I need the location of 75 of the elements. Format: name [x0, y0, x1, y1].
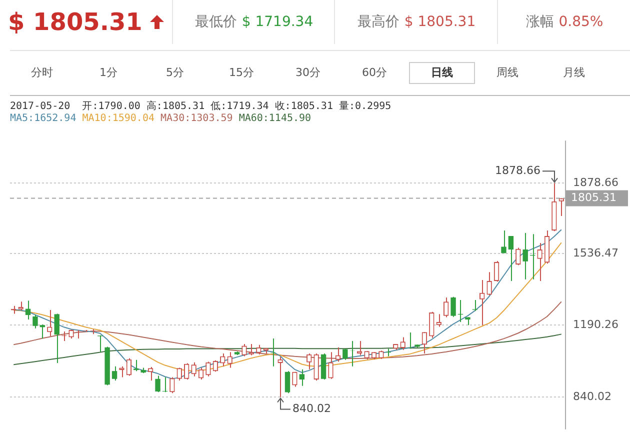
- candlestick: [278, 356, 283, 398]
- candlestick: [47, 310, 52, 337]
- chart-title: $ 1805.31: [8, 8, 142, 36]
- text: 涨幅: [526, 13, 554, 31]
- candlestick: [516, 247, 521, 266]
- candlestick: [126, 358, 132, 376]
- candlestick: [256, 344, 262, 355]
- text: MA5:1652.94: [10, 113, 78, 124]
- candlestick: [270, 338, 276, 367]
- y-tick-label: 840.02: [573, 390, 612, 404]
- annotation: 840.02: [292, 402, 331, 416]
- candlestick: [480, 279, 485, 326]
- candlestick: [299, 368, 305, 386]
- y-tick-label: 1878.66: [573, 176, 618, 189]
- candlestick: [242, 344, 247, 357]
- candlestick: [284, 370, 290, 394]
- text: 5分: [165, 65, 185, 81]
- text: 月线: [562, 65, 586, 81]
- candlestick: [112, 366, 118, 382]
- candlestick: [227, 352, 232, 368]
- candlestick: [335, 346, 341, 362]
- candlestick: [508, 236, 514, 282]
- candlestick: [220, 353, 226, 367]
- text: 最高价: [357, 13, 400, 31]
- candlestick: [148, 366, 154, 382]
- text: 0.85%: [558, 14, 604, 30]
- text: 30分: [294, 65, 322, 81]
- annotation: 1878.66: [495, 164, 540, 177]
- candlestick: [443, 296, 449, 318]
- text: 60分: [361, 65, 388, 81]
- candlestick: [429, 311, 434, 338]
- candlestick: [25, 300, 31, 320]
- candlestick: [40, 324, 46, 339]
- candlestick: [54, 313, 60, 364]
- candlestick: [212, 360, 218, 372]
- y-tick-label: 1536.47: [573, 246, 618, 260]
- candlestick: [486, 272, 492, 296]
- candlestick: [328, 352, 334, 380]
- candlestick: [292, 371, 298, 388]
- candlestick: [134, 359, 139, 372]
- candlestick: [356, 340, 362, 356]
- candlestick: [198, 367, 204, 380]
- text: 分时: [30, 65, 54, 81]
- candlestick: [501, 230, 506, 254]
- candlestick: [472, 299, 478, 312]
- text: 最低价: [194, 13, 237, 31]
- candlestick: [306, 353, 312, 370]
- candlestick: [162, 376, 168, 393]
- candlestick: [191, 362, 196, 377]
- text: $ 1805.31: [404, 14, 476, 30]
- candlestick: [155, 375, 160, 393]
- candlestick: [422, 332, 428, 354]
- candlestick: [522, 232, 528, 280]
- candlestick: [407, 332, 413, 350]
- y-tick-label: 1190.26: [573, 318, 618, 331]
- text: 日线: [409, 62, 475, 84]
- candlestick: [32, 314, 38, 329]
- candlestick: [450, 296, 456, 318]
- candlestick: [537, 242, 542, 282]
- candlestick: [248, 344, 254, 356]
- text: MA10:1590.04: [82, 113, 156, 124]
- candlestick: [170, 376, 175, 394]
- text: MA30:1303.59: [160, 113, 234, 124]
- candlestick: [314, 353, 319, 382]
- candlestick: [494, 260, 500, 282]
- candlestick: [184, 362, 190, 380]
- chart-subtitle: 2017-05-20 开:1790.00 高:1805.31 低:1719.34 收:1805.31 量:0.2995: [10, 100, 392, 113]
- text: 15分: [228, 65, 255, 81]
- text: $ 1719.34: [242, 14, 314, 30]
- text: MA60:1145.90: [238, 113, 312, 124]
- ref-line-label: 1805.31: [571, 191, 616, 204]
- text: 1分: [98, 65, 118, 81]
- candlestick: [176, 367, 182, 382]
- candlestick: [206, 361, 211, 377]
- text: 周线: [496, 65, 520, 81]
